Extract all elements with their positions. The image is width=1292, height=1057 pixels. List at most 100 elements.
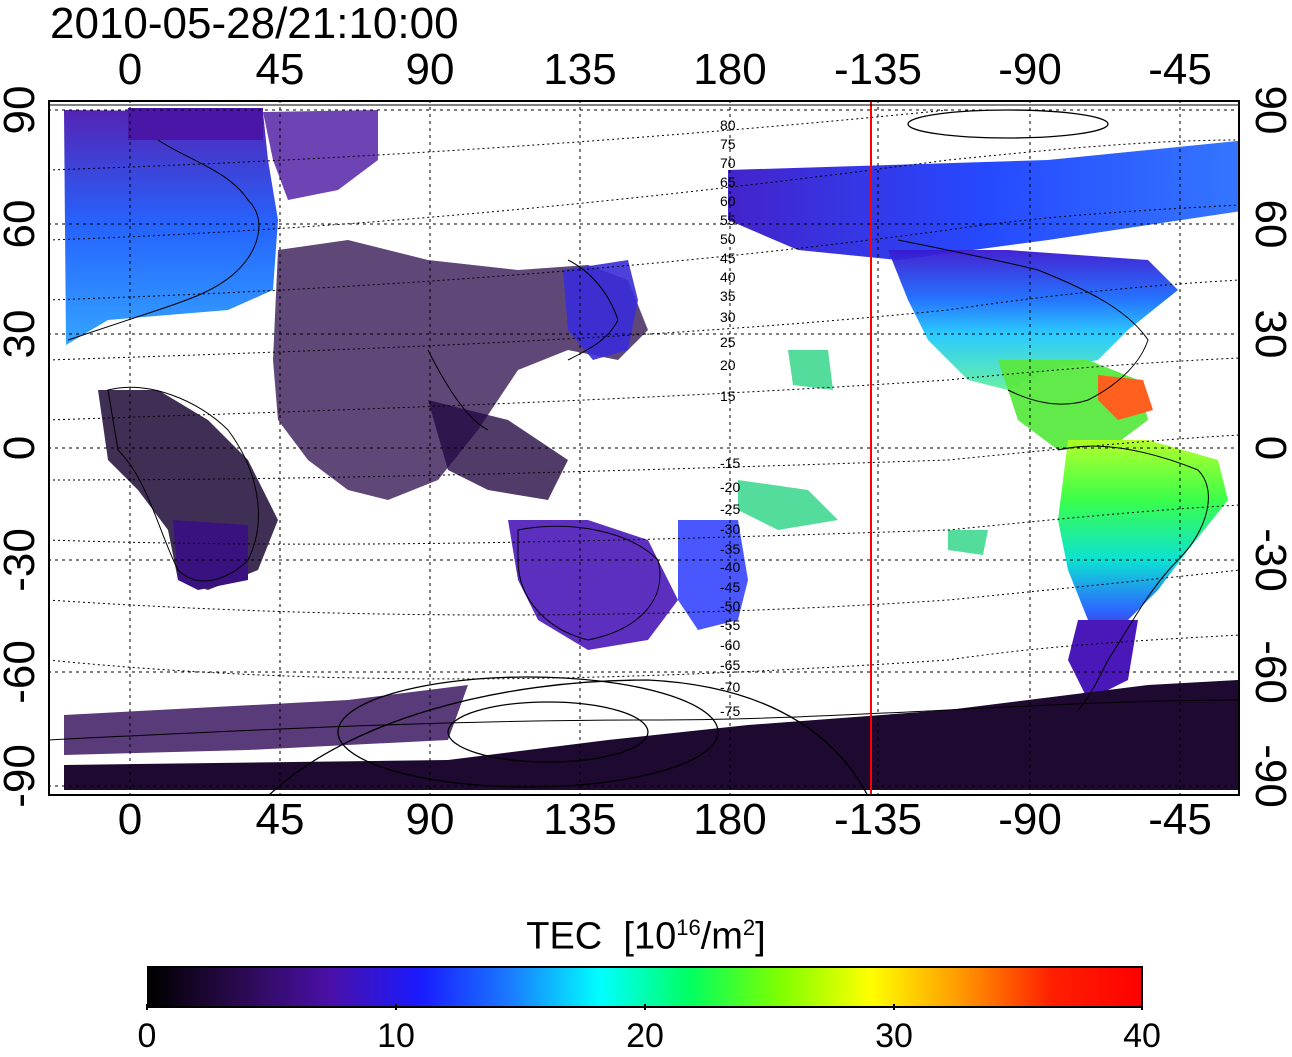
x-tick-top: 0 — [117, 45, 143, 94]
coastlines — [48, 139, 1240, 741]
contour-label: -30 — [720, 521, 740, 537]
contour-label: 65 — [720, 174, 736, 190]
colorbar-unit-tail-exp: 2 — [742, 915, 756, 940]
contour-label: 75 — [720, 136, 736, 152]
colorbar-unit-base: 10 — [633, 915, 677, 958]
map-canvas: 80 75 70 65 60 55 50 45 40 35 30 25 20 1… — [48, 100, 1240, 796]
contour-label: -55 — [720, 617, 740, 633]
colorbar-tick: 30 — [875, 1017, 913, 1055]
contour-label: 50 — [720, 231, 736, 247]
polar-contours — [267, 109, 1109, 796]
tec-map: 80 75 70 65 60 55 50 45 40 35 30 25 20 1… — [48, 100, 1240, 796]
arctic-europe-patch — [128, 108, 263, 140]
x-tick-top: -90 — [998, 45, 1062, 94]
x-tick-bottom: -90 — [998, 795, 1062, 844]
contour-label: 60 — [720, 193, 736, 209]
australia-patch — [508, 520, 678, 650]
colorbar-tick-mark — [644, 1004, 646, 1010]
y-tick-left: 90 — [0, 85, 44, 135]
y-tick-right: 60 — [1246, 199, 1292, 249]
colorbar-tick: 40 — [1123, 1017, 1161, 1055]
colorbar-tick: 20 — [626, 1017, 664, 1055]
contour-label: -40 — [720, 559, 740, 575]
x-tick-bottom: 0 — [117, 795, 143, 844]
caribbean-hotspot — [1098, 375, 1153, 420]
y-tick-right: 0 — [1246, 435, 1292, 461]
russia-patch — [263, 110, 378, 200]
contour-label: 70 — [720, 155, 736, 171]
colorbar-tick-mark — [395, 1004, 397, 1010]
contour-label: -75 — [720, 703, 740, 719]
pacific-scatter — [738, 350, 988, 555]
y-tick-right: -60 — [1246, 640, 1292, 704]
colorbar-tick-mark — [1141, 1004, 1143, 1010]
y-tick-left: -90 — [0, 744, 44, 808]
contour-label: -50 — [720, 598, 740, 614]
contour-label: 40 — [720, 269, 736, 285]
contour-label: 20 — [720, 357, 736, 373]
x-tick-top: 90 — [405, 45, 455, 94]
contour-label: 80 — [720, 117, 736, 133]
antarctica-patch — [64, 680, 1238, 790]
x-tick-top: -45 — [1148, 45, 1212, 94]
south-america-patch — [1058, 440, 1228, 640]
map-border — [48, 100, 1240, 796]
contour-label: -35 — [720, 541, 740, 557]
magnetic-contours — [48, 109, 1240, 680]
japan-patch — [563, 260, 638, 360]
colorbar-unit-exp: 16 — [676, 915, 701, 940]
x-tick-bottom: 180 — [693, 795, 767, 844]
x-tick-bottom: -135 — [833, 795, 923, 844]
contour-label: -65 — [720, 657, 740, 673]
x-tick-bottom: 135 — [543, 795, 617, 844]
asia-patch — [273, 240, 648, 500]
x-tick-top: 45 — [255, 45, 305, 94]
x-tick-bottom: 45 — [255, 795, 305, 844]
map-top-bar — [48, 100, 1240, 106]
contour-label: -45 — [720, 579, 740, 595]
antarctica-coast-patch — [64, 685, 468, 755]
x-tick-top: -135 — [833, 45, 923, 94]
y-tick-right: 90 — [1246, 85, 1292, 135]
colorbar-tick: 10 — [377, 1017, 415, 1055]
contour-label: 30 — [720, 309, 736, 325]
x-tick-top: 135 — [543, 45, 617, 94]
colorbar-title: TEC [1016/m2] — [526, 915, 766, 958]
y-tick-right: 30 — [1246, 309, 1292, 359]
contour-label: -60 — [720, 637, 740, 653]
arctic-pacific-patch — [728, 140, 1240, 260]
x-tick-top: 180 — [693, 45, 767, 94]
y-tick-left: 60 — [0, 199, 44, 249]
contour-label: -25 — [720, 501, 740, 517]
y-tick-right: -90 — [1246, 744, 1292, 808]
y-tick-left: -60 — [0, 640, 44, 704]
north-america-patch — [888, 250, 1178, 390]
y-tick-left: 0 — [0, 436, 44, 460]
colorbar-tick: 0 — [137, 1017, 157, 1055]
plot-title: 2010-05-28/21:10:00 — [50, 0, 459, 48]
colorbar-label: TEC — [526, 915, 603, 958]
y-tick-right: -30 — [1246, 528, 1292, 592]
x-tick-bottom: 90 — [405, 795, 455, 844]
contour-label: 15 — [720, 388, 736, 404]
y-tick-left: -30 — [0, 528, 44, 592]
indonesia-patch — [428, 400, 568, 500]
colorbar-tick-mark — [146, 1004, 148, 1010]
contour-label: 45 — [720, 250, 736, 266]
pacific-patch — [678, 520, 748, 630]
colorbar-tick-mark — [893, 1004, 895, 1010]
colorbar — [147, 966, 1143, 1008]
south-africa-patch — [173, 520, 248, 590]
y-tick-left: 30 — [0, 309, 44, 359]
contour-label: 55 — [720, 212, 736, 228]
contour-label: 25 — [720, 334, 736, 350]
tec-data-layer — [64, 108, 1240, 790]
europe-patch — [64, 110, 278, 345]
contour-label: -70 — [720, 679, 740, 695]
contour-label: -15 — [720, 455, 740, 471]
x-tick-bottom: -45 — [1148, 795, 1212, 844]
colorbar-unit-tail: /m — [700, 915, 743, 958]
contour-label-group: 80 75 70 65 60 55 50 45 40 35 30 25 20 1… — [720, 117, 740, 719]
contour-label: 35 — [720, 288, 736, 304]
contour-label: -20 — [720, 479, 740, 495]
